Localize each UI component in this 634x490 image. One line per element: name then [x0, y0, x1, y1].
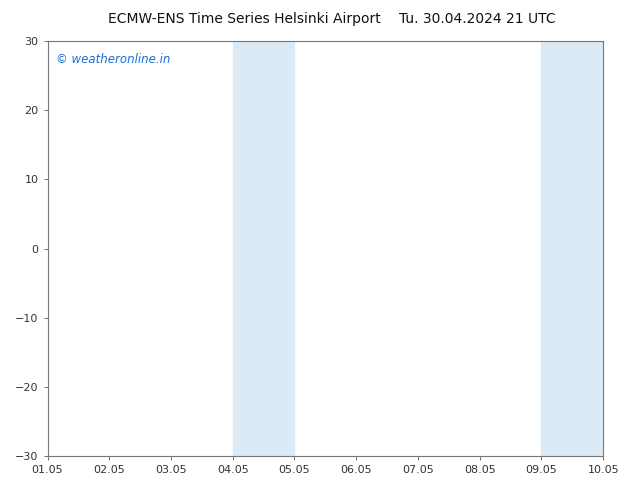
Text: © weatheronline.in: © weatheronline.in — [56, 53, 171, 67]
Bar — [541, 41, 573, 456]
Text: ECMW-ENS Time Series Helsinki Airport: ECMW-ENS Time Series Helsinki Airport — [108, 12, 380, 26]
Bar — [233, 41, 264, 456]
Text: Tu. 30.04.2024 21 UTC: Tu. 30.04.2024 21 UTC — [399, 12, 556, 26]
Bar — [264, 41, 294, 456]
Bar — [573, 41, 603, 456]
